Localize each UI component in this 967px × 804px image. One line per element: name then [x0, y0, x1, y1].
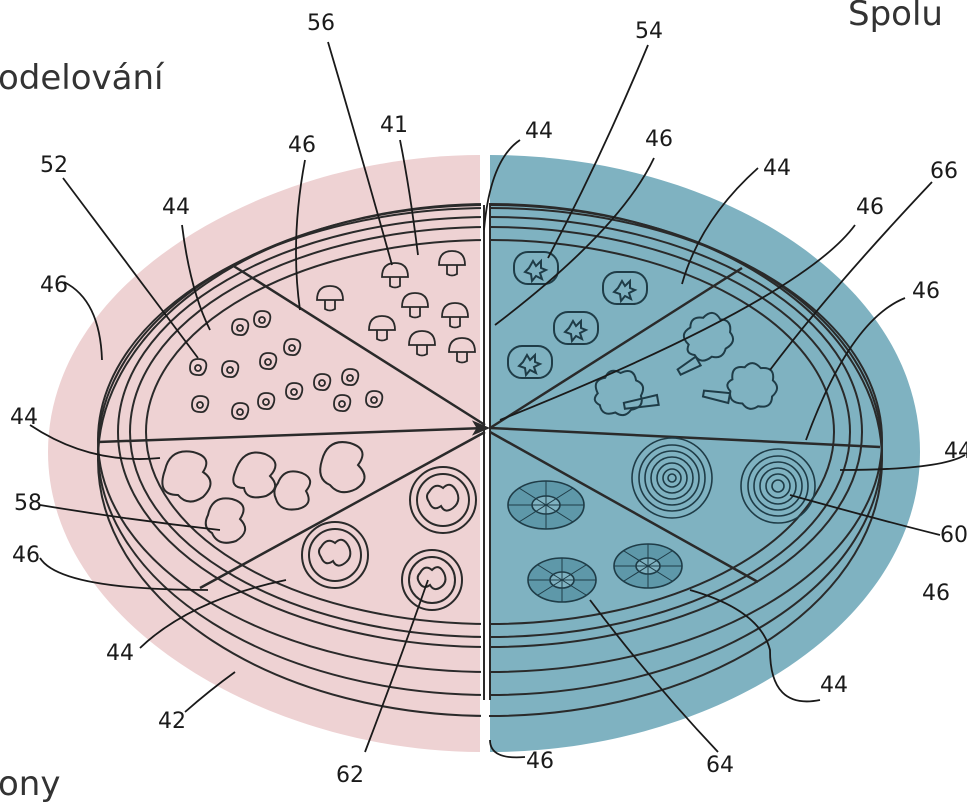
label-46: 46 — [856, 195, 884, 220]
label-44: 44 — [763, 156, 791, 181]
label-46: 46 — [288, 133, 316, 158]
label-56: 56 — [307, 11, 335, 36]
label-64: 64 — [706, 753, 734, 778]
label-44: 44 — [944, 439, 967, 464]
tomato-toppings — [301, 466, 477, 611]
pepper-toppings — [161, 441, 366, 544]
pepperoni-toppings — [189, 310, 384, 421]
label-46: 46 — [922, 581, 950, 606]
label-42: 42 — [158, 709, 186, 734]
slice-dividers — [97, 263, 881, 590]
label-54: 54 — [635, 19, 663, 44]
label-46: 46 — [912, 279, 940, 304]
label-44: 44 — [820, 673, 848, 698]
label-52: 52 — [40, 153, 68, 178]
label-60: 60 — [940, 523, 967, 548]
leader-lines — [29, 41, 966, 759]
label-44: 44 — [162, 195, 190, 220]
label-41: 41 — [380, 113, 408, 138]
right-half-highlight — [490, 155, 920, 752]
green-pepper-toppings — [507, 251, 648, 379]
label-58: 58 — [14, 491, 42, 516]
mushroom-toppings — [316, 250, 476, 364]
reference-numerals: 56 54 41 44 46 46 52 44 44 66 46 46 46 4… — [10, 11, 967, 787]
diagram-canvas: 56 54 41 44 46 46 52 44 44 66 46 46 46 4… — [10, 11, 967, 787]
label-46: 46 — [526, 749, 554, 774]
caption-top-left: odelování — [0, 58, 164, 98]
pineapple-toppings — [507, 480, 683, 603]
label-44: 44 — [525, 119, 553, 144]
label-44: 44 — [106, 641, 134, 666]
broccoli-toppings — [593, 311, 779, 417]
label-46: 46 — [40, 273, 68, 298]
label-46: 46 — [12, 543, 40, 568]
label-44: 44 — [10, 405, 38, 430]
onion-toppings — [631, 437, 816, 524]
label-62: 62 — [336, 763, 364, 787]
label-46: 46 — [645, 127, 673, 152]
label-66: 66 — [930, 159, 958, 184]
caption-top-right: Spolu — [848, 0, 943, 34]
